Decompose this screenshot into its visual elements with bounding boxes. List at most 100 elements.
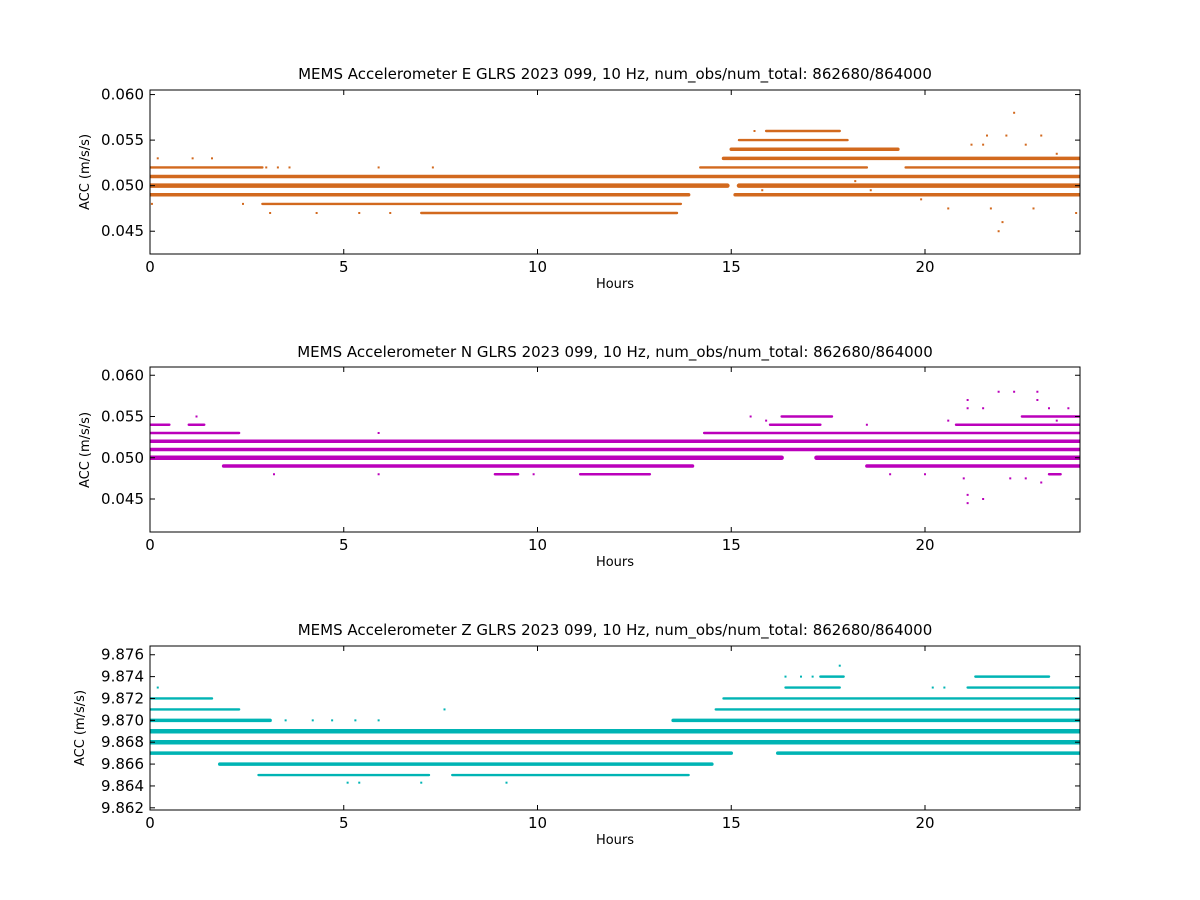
- data-point: [893, 175, 895, 178]
- plot-area: [150, 111, 1080, 233]
- data-point: [966, 407, 969, 410]
- data-point: [1001, 221, 1004, 224]
- data-point: [315, 212, 318, 214]
- y-tick-label: 9.864: [101, 777, 144, 795]
- data-point: [1055, 419, 1058, 422]
- x-tick-label: 15: [722, 536, 741, 554]
- data-point: [943, 686, 946, 689]
- data-point: [1048, 407, 1050, 410]
- data-point: [966, 493, 969, 496]
- data-point: [211, 157, 213, 160]
- data-point: [1067, 407, 1070, 410]
- y-axis-label: ACC (m/s/s): [78, 134, 93, 210]
- data-point: [827, 686, 830, 689]
- x-tick-label: 15: [722, 258, 741, 276]
- chart-title: MEMS Accelerometer E GLRS 2023 099, 10 H…: [298, 65, 932, 84]
- y-tick-label: 9.876: [101, 646, 144, 664]
- data-point: [276, 166, 279, 169]
- data-point: [265, 166, 268, 169]
- panel-n: MEMS Accelerometer N GLRS 2023 099, 10 H…: [78, 343, 1081, 570]
- data-point: [311, 719, 314, 722]
- axes-frame: [149, 89, 1081, 255]
- data-point: [331, 719, 334, 722]
- x-tick-label: 5: [339, 814, 349, 832]
- data-point: [749, 415, 752, 418]
- data-point: [1071, 752, 1074, 755]
- data-point: [800, 675, 802, 678]
- data-point: [273, 473, 275, 476]
- data-point: [443, 708, 446, 711]
- data-point: [505, 781, 508, 784]
- data-point: [358, 212, 361, 214]
- data-point: [517, 175, 520, 178]
- data-point: [1009, 686, 1012, 689]
- data-point: [354, 719, 357, 722]
- y-tick-label: 0.055: [101, 408, 144, 426]
- x-tick-label: 10: [528, 536, 547, 554]
- data-point: [288, 166, 291, 169]
- chart-title: MEMS Accelerometer Z GLRS 2023 099, 10 H…: [298, 621, 933, 640]
- y-tick-label: 0.045: [101, 222, 144, 240]
- data-point: [377, 719, 380, 722]
- data-point: [1059, 752, 1062, 755]
- data-point: [1005, 134, 1008, 137]
- data-point: [962, 477, 965, 480]
- data-point: [652, 175, 655, 178]
- data-point: [346, 781, 349, 784]
- data-point: [1024, 477, 1027, 480]
- data-point: [1040, 481, 1043, 484]
- chart-title: MEMS Accelerometer N GLRS 2023 099, 10 H…: [297, 343, 933, 362]
- data-point: [1009, 477, 1012, 480]
- x-tick-label: 10: [528, 814, 547, 832]
- data-point: [989, 207, 992, 210]
- data-point: [997, 390, 1000, 393]
- y-tick-label: 9.874: [101, 668, 144, 686]
- plot-area: [150, 390, 1080, 505]
- data-point: [156, 686, 159, 689]
- data-point: [982, 407, 985, 410]
- panel-z: MEMS Accelerometer Z GLRS 2023 099, 10 H…: [73, 621, 1081, 848]
- data-point: [1051, 686, 1054, 689]
- data-point: [1024, 143, 1027, 146]
- x-tick-label: 5: [339, 536, 349, 554]
- data-point: [284, 719, 287, 722]
- data-point: [150, 202, 153, 205]
- data-point: [1040, 134, 1043, 137]
- x-axis-label: Hours: [596, 555, 634, 570]
- data-point: [986, 134, 988, 137]
- x-tick-label: 10: [528, 258, 547, 276]
- data-point: [152, 423, 155, 426]
- x-tick-label: 0: [145, 258, 155, 276]
- x-axis-label: Hours: [596, 833, 634, 848]
- data-point: [358, 781, 361, 784]
- data-point: [242, 202, 244, 205]
- data-point: [156, 157, 159, 160]
- y-tick-label: 0.050: [101, 449, 144, 467]
- data-point: [431, 166, 434, 169]
- data-point: [966, 399, 969, 401]
- data-point: [1055, 152, 1058, 155]
- axes-frame: [149, 366, 1081, 533]
- x-tick-label: 20: [915, 536, 934, 554]
- x-tick-label: 15: [722, 814, 741, 832]
- y-tick-label: 0.060: [101, 366, 144, 384]
- data-point: [377, 473, 380, 476]
- x-tick-label: 20: [915, 258, 934, 276]
- y-axis-label: ACC (m/s/s): [78, 412, 93, 488]
- data-point: [269, 212, 272, 214]
- y-tick-label: 0.045: [101, 490, 144, 508]
- y-tick-label: 9.868: [101, 733, 144, 751]
- data-point: [970, 143, 973, 146]
- panel-e: MEMS Accelerometer E GLRS 2023 099, 10 H…: [78, 65, 1081, 292]
- data-point: [1044, 752, 1047, 755]
- axes-frame: [149, 645, 1081, 811]
- data-point: [865, 423, 868, 426]
- x-tick-label: 0: [145, 536, 155, 554]
- y-tick-label: 9.870: [101, 711, 144, 729]
- y-tick-label: 9.866: [101, 755, 144, 773]
- data-point: [753, 130, 756, 132]
- data-point: [765, 419, 768, 422]
- data-point: [982, 143, 985, 146]
- data-point: [1013, 390, 1016, 393]
- data-point: [811, 675, 814, 678]
